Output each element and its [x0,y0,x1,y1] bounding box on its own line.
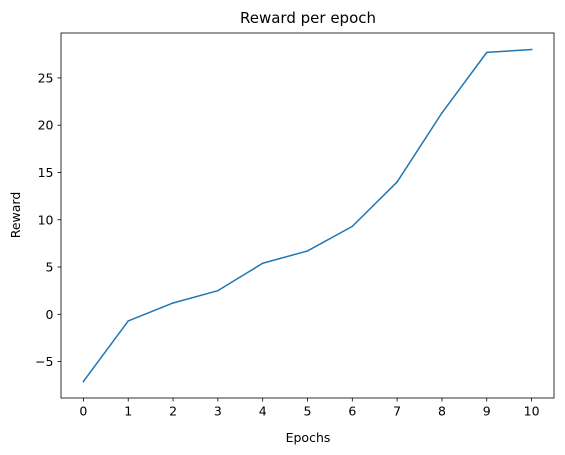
y-tick-label: 25 [38,70,54,85]
x-tick-label: 8 [438,404,446,419]
y-tick-label: 20 [38,118,54,133]
reward-data-point [530,48,533,51]
x-tick-label: 2 [169,404,177,419]
x-tick-label: 3 [214,404,222,419]
chart-title: Reward per epoch [240,9,376,27]
reward-data-point [351,225,354,228]
x-tick-label: 1 [124,404,132,419]
y-tick-label: −5 [35,354,53,369]
reward-data-point [217,289,219,292]
reward-data-point [306,250,309,252]
x-tick-label: 9 [483,404,491,419]
reward-data-point [396,181,398,183]
x-tick-label: 6 [348,404,356,419]
y-tick-label: 15 [38,165,54,180]
reward-data-point [441,112,443,114]
x-tick-label: 5 [304,404,312,419]
x-axis-label: Epochs [286,430,331,445]
reward-data-point [82,380,85,383]
x-tick-label: 4 [259,404,267,419]
series-layer [82,48,533,383]
reward-data-point [172,302,174,304]
reward-data-point [127,320,129,322]
reward-data-point [486,51,488,54]
y-tick-label: 5 [46,260,54,275]
y-axis: −5 0 5 10 15 20 25 [35,70,61,369]
x-tick-label: 7 [393,404,401,419]
plot-area [61,33,554,398]
y-tick-label: 0 [46,307,54,322]
y-axis-label: Reward [8,192,23,239]
plot-frame [60,32,555,399]
x-tick-label: 10 [524,404,540,419]
reward-data-point [261,262,264,264]
x-tick-label: 0 [79,404,87,419]
x-axis: 0 1 2 3 4 5 6 7 8 9 10 [79,398,540,419]
plot-background [61,33,554,398]
y-tick-label: 10 [38,212,54,227]
